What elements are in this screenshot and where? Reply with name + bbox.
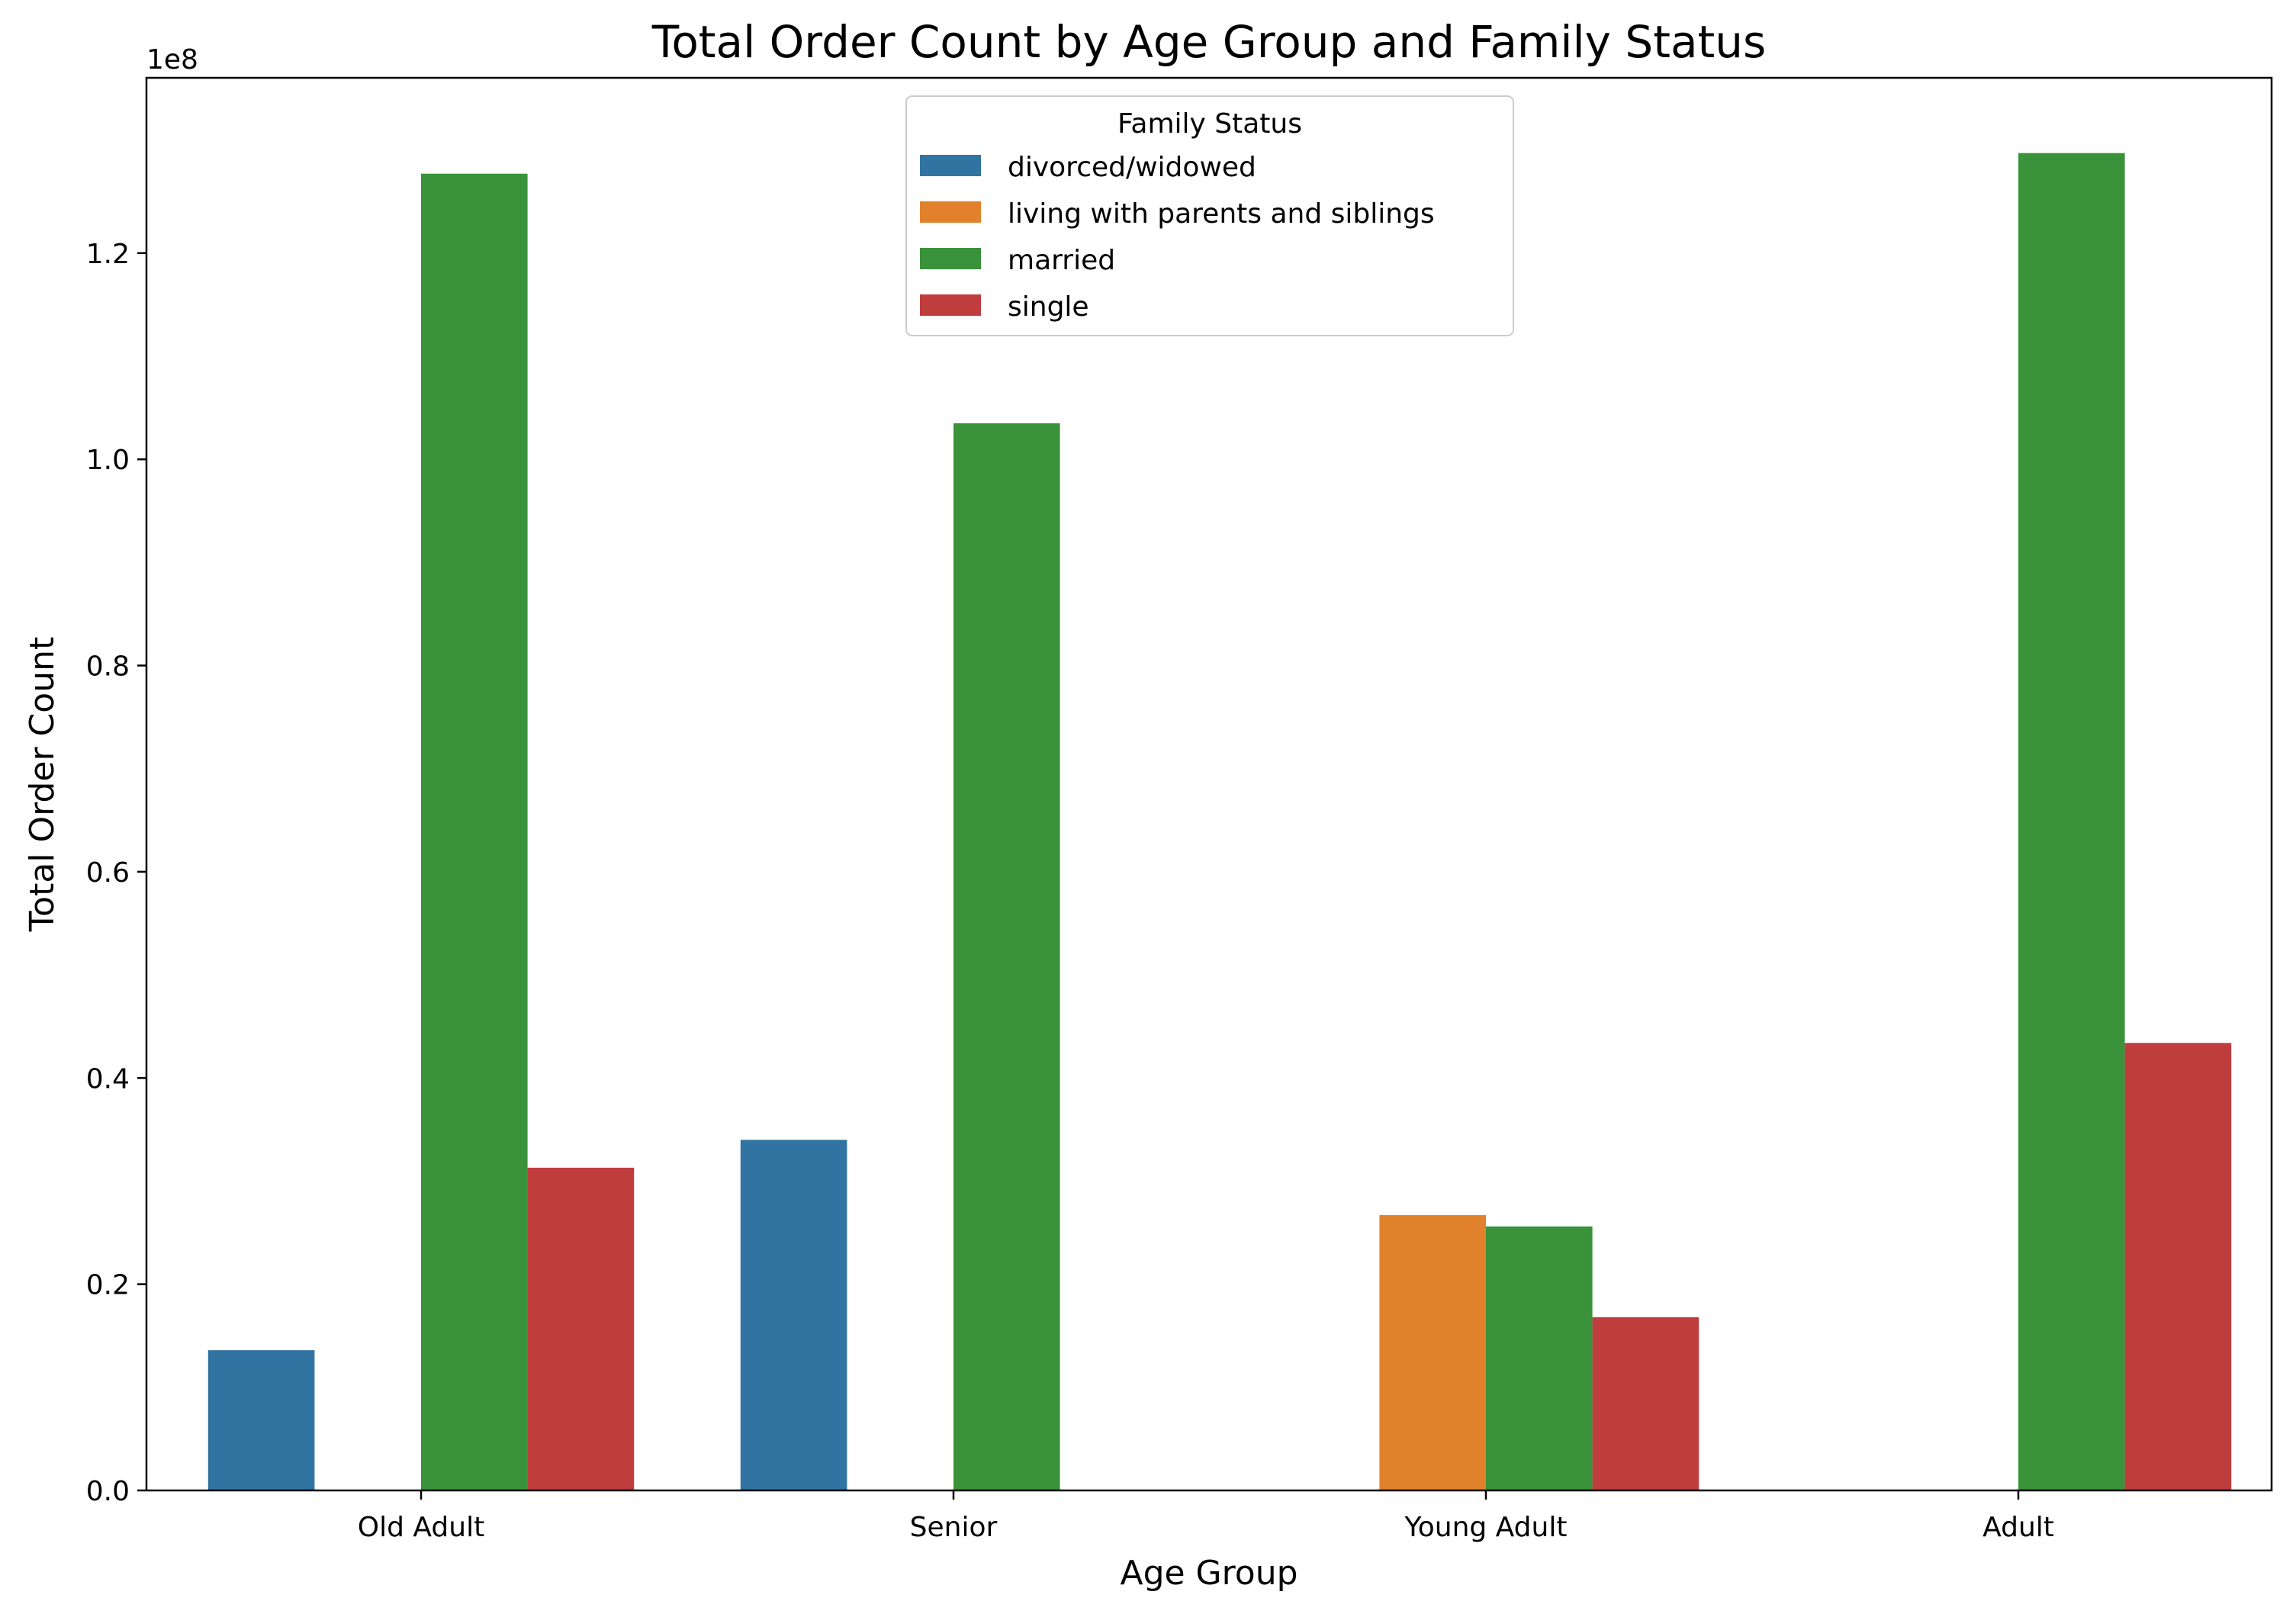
y-tick-label: 1.2 bbox=[86, 239, 130, 270]
y-tick-label: 0.0 bbox=[86, 1476, 130, 1507]
y-axis: 0.0 0.2 0.4 0.6 0.8 1.0 1.2 bbox=[86, 239, 146, 1507]
bar-single-young-adult bbox=[1592, 1317, 1699, 1490]
bar-living-with-parents-and-siblings-young-adult bbox=[1379, 1215, 1486, 1490]
legend-box bbox=[905, 95, 1514, 336]
legend-title: Family Status bbox=[1117, 108, 1302, 140]
bar-married-senior bbox=[953, 423, 1060, 1490]
bar-single-adult bbox=[2124, 1043, 2232, 1490]
y-tick-label: 0.6 bbox=[86, 857, 130, 889]
bar-divorced-widowed-old-adult bbox=[207, 1350, 315, 1490]
bar-married-old-adult bbox=[421, 173, 528, 1490]
legend: Family Status divorced/widowed living with… bbox=[905, 95, 1514, 336]
x-tick-label-old-adult: Old Adult bbox=[358, 1512, 484, 1543]
legend-swatch-living-with-parents-and-siblings bbox=[920, 201, 981, 223]
legend-swatch-married bbox=[920, 248, 981, 269]
plot-frame bbox=[145, 76, 2273, 1492]
bar-single-old-adult bbox=[527, 1167, 635, 1490]
legend-swatch-divorced-widowed bbox=[920, 155, 981, 176]
legend-label-married: married bbox=[1008, 245, 1115, 276]
y-offset-label: 1e8 bbox=[146, 44, 198, 76]
y-tick-label: 0.4 bbox=[86, 1063, 130, 1095]
legend-swatch-single bbox=[920, 294, 981, 316]
bars-layer bbox=[207, 153, 2232, 1490]
bar-married-adult bbox=[2018, 153, 2125, 1490]
x-tick-label-young-adult: Young Adult bbox=[1404, 1512, 1568, 1543]
x-tick-label-adult: Adult bbox=[1982, 1512, 2054, 1543]
x-axis-label: Age Group bbox=[1120, 1554, 1298, 1593]
bar-married-young-adult bbox=[1486, 1226, 1593, 1490]
legend-label-divorced-widowed: divorced/widowed bbox=[1008, 152, 1256, 183]
bar-divorced-widowed-senior bbox=[740, 1140, 847, 1490]
y-tick-label: 1.0 bbox=[86, 445, 130, 476]
y-tick-label: 0.2 bbox=[86, 1270, 130, 1301]
x-tick-label-senior: Senior bbox=[910, 1512, 998, 1543]
legend-label-living-with-parents-and-siblings: living with parents and siblings bbox=[1008, 198, 1435, 230]
chart-title: Total Order Count by Age Group and Famil… bbox=[651, 16, 1766, 68]
x-axis: Old Adult Senior Young Adult Adult bbox=[358, 1490, 2054, 1543]
legend-label-single: single bbox=[1008, 291, 1089, 323]
y-tick-label: 0.8 bbox=[86, 651, 130, 683]
y-axis-label: Total Order Count bbox=[23, 637, 62, 932]
